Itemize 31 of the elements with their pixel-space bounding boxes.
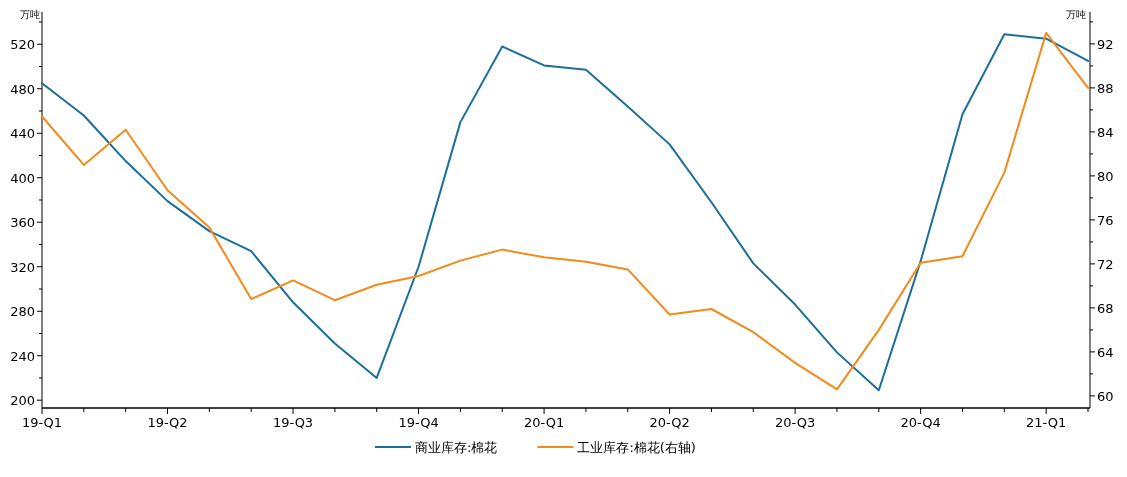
x-tick-label: 20-Q1 xyxy=(523,415,565,430)
x-tick-label: 20-Q4 xyxy=(900,415,941,430)
x-tick-label: 19-Q3 xyxy=(272,415,314,430)
y-tick-label: 480 xyxy=(10,81,35,97)
y-tick-label: 520 xyxy=(10,37,35,53)
x-tick-label: 19-Q1 xyxy=(21,415,63,430)
x-tick-label: 19-Q2 xyxy=(147,415,188,430)
y2-tick-label: 92 xyxy=(1097,36,1114,52)
y-tick-label: 200 xyxy=(10,393,35,409)
y2-tick-label: 68 xyxy=(1097,300,1114,316)
y2-tick-label: 64 xyxy=(1097,344,1114,360)
y-axis-title: 万吨 xyxy=(20,9,40,20)
y2-tick-label: 60 xyxy=(1097,388,1114,404)
x-tick-label: 19-Q4 xyxy=(398,415,439,430)
y2-tick-label: 76 xyxy=(1097,212,1114,228)
y2-axis-title: 万吨 xyxy=(1066,9,1086,20)
y2-tick-label: 80 xyxy=(1097,168,1114,184)
x-tick-label: 21-Q1 xyxy=(1026,415,1067,430)
x-tick-label: 20-Q2 xyxy=(649,415,690,430)
y2-tick-label: 88 xyxy=(1097,80,1114,96)
legend-label: 商业库存:棉花 xyxy=(415,440,498,455)
y-tick-label: 240 xyxy=(10,348,35,364)
y-tick-label: 400 xyxy=(10,170,35,186)
y-tick-label: 320 xyxy=(10,259,35,275)
y-tick-label: 280 xyxy=(10,304,35,320)
legend-label: 工业库存:棉花(右轴) xyxy=(577,440,696,455)
y2-tick-label: 84 xyxy=(1097,124,1114,140)
y-tick-label: 440 xyxy=(10,126,35,142)
x-tick-label: 20-Q3 xyxy=(775,415,816,430)
y2-tick-label: 72 xyxy=(1097,256,1114,272)
y-tick-label: 360 xyxy=(10,215,35,231)
